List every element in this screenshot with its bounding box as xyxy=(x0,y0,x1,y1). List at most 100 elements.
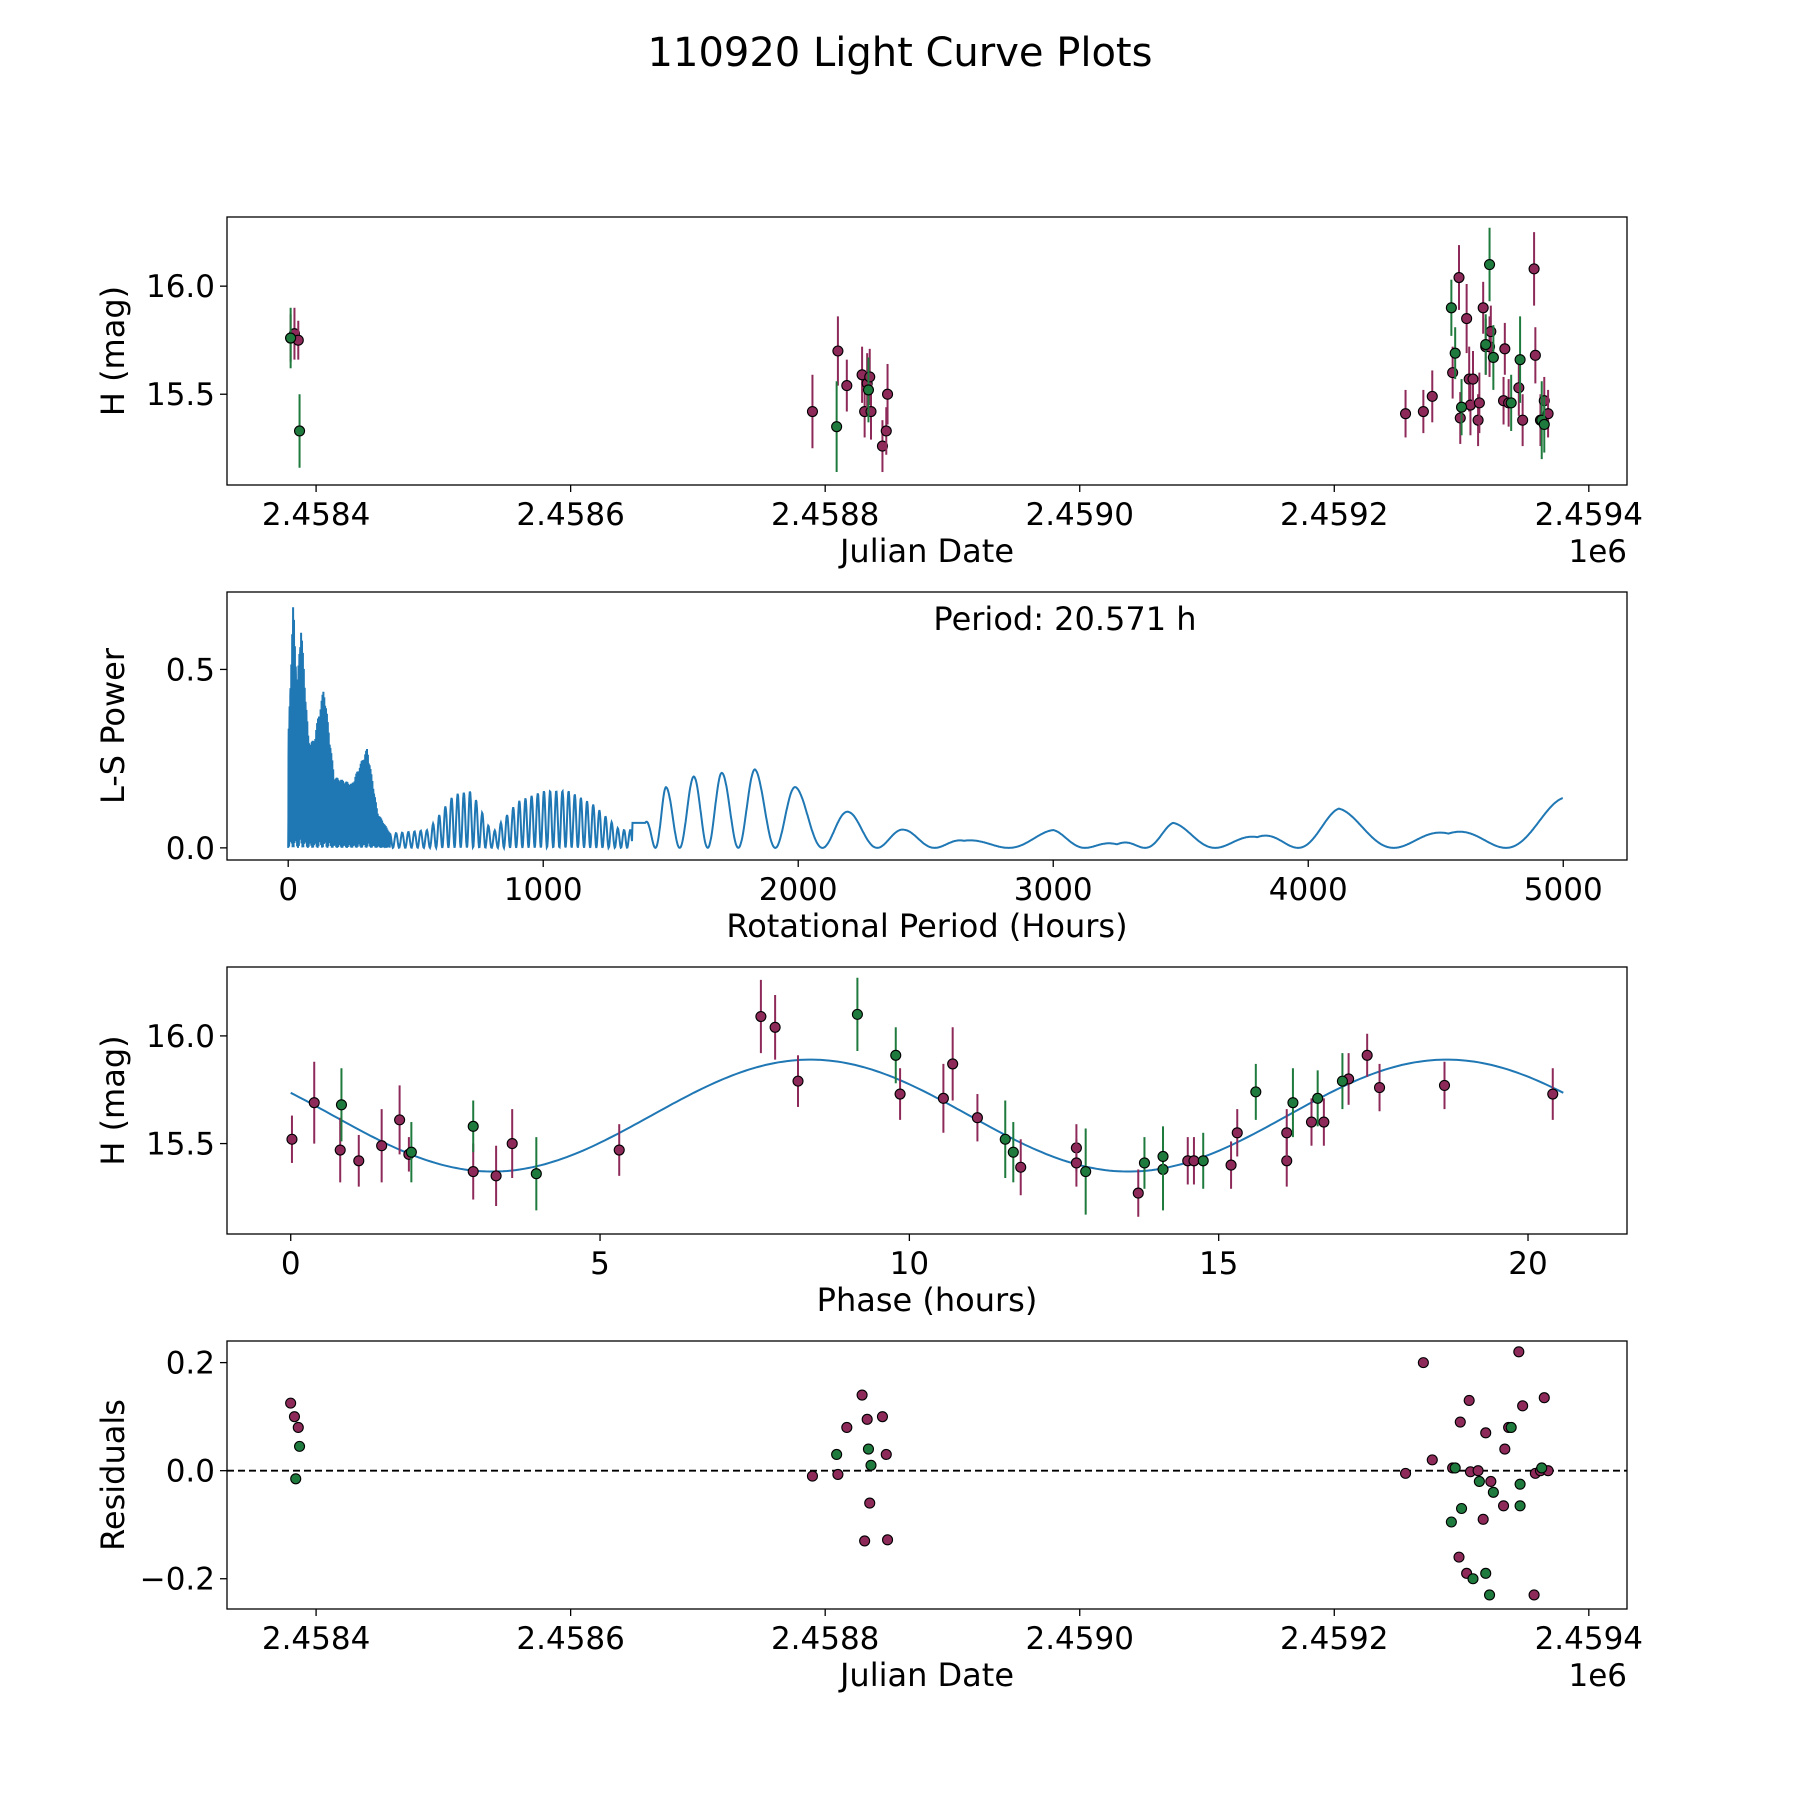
lightcurve-ylabel: H (mag) xyxy=(94,286,132,416)
phased-point-filter-2 xyxy=(530,1168,542,1180)
phased-point-filter-1 xyxy=(308,1097,320,1109)
phased-point-filter-1 xyxy=(792,1075,804,1087)
residuals-point-filter-1 xyxy=(880,1448,892,1461)
lightcurve-xtick-label: 2.4586 xyxy=(516,497,624,533)
lightcurve-point-filter-1 xyxy=(1417,405,1429,418)
residuals-point-filter-2 xyxy=(1480,1567,1492,1579)
residuals-point-filter-1 xyxy=(806,1470,819,1482)
phased-point-filter-2 xyxy=(1157,1150,1169,1163)
residuals-point-filter-1 xyxy=(1472,1465,1484,1477)
lightcurve-point-filter-2 xyxy=(1483,258,1496,271)
phased-point-filter-1 xyxy=(1225,1159,1237,1171)
phased-point-filter-1 xyxy=(1318,1116,1330,1128)
residuals-point-filter-1 xyxy=(881,1534,894,1546)
residuals-point-filter-2 xyxy=(1514,1478,1526,1490)
phased-point-filter-2 xyxy=(1336,1075,1348,1087)
phased-point-filter-1 xyxy=(1188,1155,1200,1167)
periodogram-xtick-label: 5000 xyxy=(1524,872,1603,908)
phased-point-filter-1 xyxy=(971,1112,983,1124)
residuals-point-filter-2 xyxy=(1467,1573,1479,1585)
phased-point-filter-2 xyxy=(890,1049,902,1061)
phased-ylabel: H (mag) xyxy=(94,1035,132,1165)
phased-point-filter-1 xyxy=(1305,1116,1318,1128)
residuals-point-filter-1 xyxy=(292,1421,304,1434)
residuals-point-filter-1 xyxy=(1426,1454,1438,1466)
residuals-ytick-label: 0.0 xyxy=(166,1454,215,1490)
lightcurve-point-filter-2 xyxy=(1480,338,1492,351)
lightcurve-point-filter-1 xyxy=(1472,414,1484,426)
residuals-offset-text: 1e6 xyxy=(1568,1658,1627,1694)
residuals-point-filter-2 xyxy=(1473,1475,1485,1488)
phased-xtick-label: 0 xyxy=(281,1246,301,1282)
figure-title: 110920 Light Curve Plots xyxy=(648,30,1153,76)
lightcurve-xtick-label: 2.4594 xyxy=(1535,497,1643,533)
residuals-point-filter-1 xyxy=(876,1411,889,1423)
lightcurve-point-filter-2 xyxy=(1538,418,1550,431)
phased-point-filter-1 xyxy=(490,1170,502,1182)
phased-ytick-label: 16.0 xyxy=(146,1019,215,1055)
residuals-point-filter-1 xyxy=(1513,1346,1525,1358)
phased-point-filter-1 xyxy=(1281,1127,1293,1139)
lightcurve-frame xyxy=(226,216,1628,486)
residuals-point-filter-1 xyxy=(1399,1467,1412,1479)
residuals-ytick-label: 0.2 xyxy=(166,1346,215,1382)
residuals-point-filter-1 xyxy=(1499,1443,1511,1455)
lightcurve-offset-text: 1e6 xyxy=(1568,534,1627,570)
phased-xlabel: Phase (hours) xyxy=(817,1281,1038,1319)
residuals-point-filter-2 xyxy=(1455,1502,1468,1515)
residuals-point-filter-1 xyxy=(832,1468,844,1481)
residuals-xtick-label: 2.4584 xyxy=(262,1621,370,1657)
residuals-point-filter-1 xyxy=(1454,1416,1466,1428)
phased-point-filter-1 xyxy=(769,1021,781,1033)
phased-point-filter-1 xyxy=(1373,1082,1386,1094)
periodogram-xtick-label: 3000 xyxy=(1014,872,1093,908)
lightcurve-point-filter-2 xyxy=(862,384,875,396)
phased-frame xyxy=(226,966,1628,1235)
lightcurve-point-filter-2 xyxy=(293,425,306,437)
residuals-point-filter-2 xyxy=(1483,1589,1496,1601)
phased-point-filter-2 xyxy=(1007,1146,1019,1158)
residuals-xtick-label: 2.4586 xyxy=(516,1621,624,1657)
residuals-xtick-label: 2.4592 xyxy=(1280,1621,1388,1657)
residuals-point-filter-1 xyxy=(1453,1551,1465,1563)
phased-point-filter-1 xyxy=(353,1155,365,1167)
lightcurve-point-filter-1 xyxy=(880,425,892,437)
lightcurve-point-filter-2 xyxy=(1455,401,1468,413)
lightcurve-xtick-label: 2.4588 xyxy=(771,497,879,533)
lightcurve-point-filter-1 xyxy=(832,345,844,357)
phased-point-filter-2 xyxy=(1197,1155,1209,1167)
lightcurve-point-filter-1 xyxy=(1461,313,1473,325)
residuals-point-filter-2 xyxy=(290,1473,302,1485)
periodogram-xtick-label: 4000 xyxy=(1269,872,1348,908)
lightcurve-point-filter-1 xyxy=(1517,414,1529,426)
phased-point-filter-1 xyxy=(937,1092,949,1104)
residuals-xlabel: Julian Date xyxy=(838,1656,1014,1694)
phased-xtick-label: 10 xyxy=(890,1246,929,1282)
lightcurve-xtick-label: 2.4592 xyxy=(1280,497,1388,533)
phased-point-filter-2 xyxy=(851,1008,863,1020)
periodogram-xtick-label: 2000 xyxy=(759,872,838,908)
lightcurve-point-filter-1 xyxy=(806,405,819,418)
phased-point-filter-1 xyxy=(394,1114,406,1126)
residuals-point-filter-2 xyxy=(862,1443,875,1455)
phased-point-filter-1 xyxy=(1070,1157,1082,1169)
phased-point-filter-1 xyxy=(947,1058,959,1070)
residuals-point-filter-1 xyxy=(861,1413,873,1425)
phased-point-filter-1 xyxy=(1547,1088,1559,1100)
residuals-point-filter-1 xyxy=(841,1421,853,1434)
residuals-xtick-label: 2.4594 xyxy=(1535,1621,1643,1657)
residuals-point-filter-2 xyxy=(1449,1462,1461,1474)
residuals-point-filter-1 xyxy=(1463,1394,1475,1406)
phased-point-filter-1 xyxy=(334,1144,346,1156)
lightcurve-point-filter-1 xyxy=(1426,390,1438,402)
lightcurve-point-filter-1 xyxy=(1467,373,1479,385)
lightcurve-point-filter-2 xyxy=(1445,302,1457,314)
residuals-xtick-label: 2.4590 xyxy=(1025,1621,1133,1657)
lightcurve-point-filter-1 xyxy=(1529,349,1541,361)
residuals-point-filter-2 xyxy=(1514,1500,1526,1512)
phased-point-filter-2 xyxy=(1138,1157,1151,1169)
phased-xtick-label: 5 xyxy=(590,1246,610,1282)
phased-point-filter-1 xyxy=(1132,1187,1144,1199)
residuals-point-filter-1 xyxy=(1528,1589,1540,1601)
